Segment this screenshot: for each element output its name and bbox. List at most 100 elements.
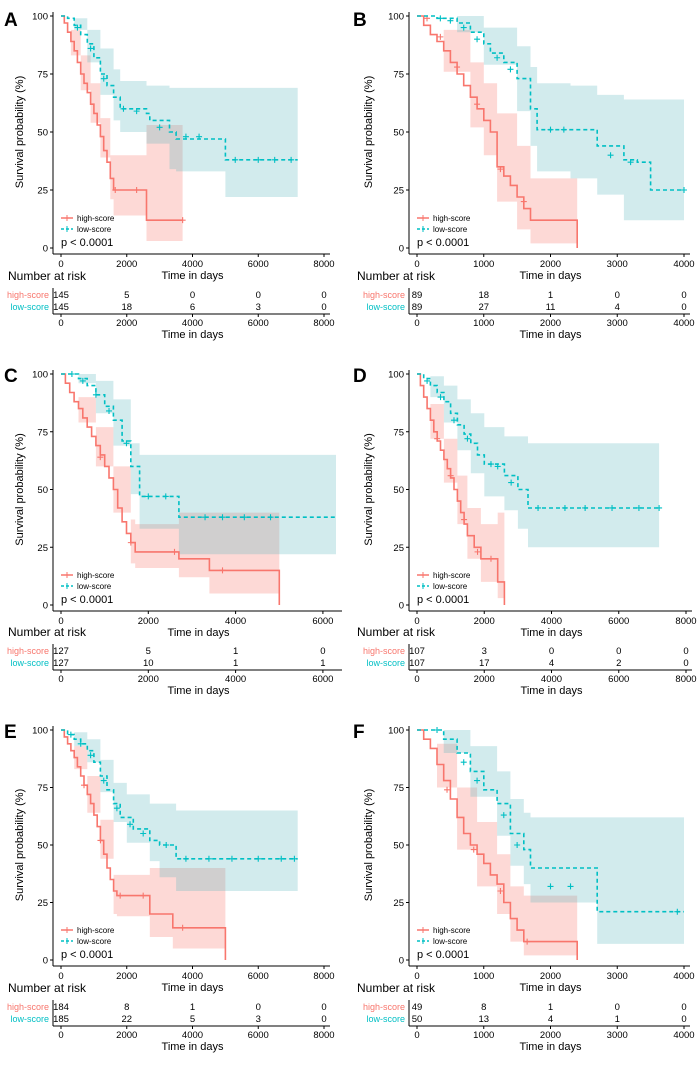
- x-tick-label: 0: [58, 259, 63, 270]
- risk-x-tick-label: 2000: [116, 1030, 137, 1041]
- high-score-censor-mark: [179, 924, 186, 931]
- y-tick-label: 50: [393, 128, 404, 139]
- x-tick-label: 4000: [541, 616, 562, 627]
- y-tick-label: 0: [43, 601, 48, 612]
- high-score-censor-mark: [133, 187, 140, 193]
- y-tick-label: 50: [393, 841, 404, 852]
- high-score-ci-band: [61, 374, 280, 594]
- low-score-censor-mark: [87, 752, 94, 759]
- low-score-risk-count: 6: [190, 302, 195, 313]
- risk-x-tick-label: 6000: [312, 674, 333, 685]
- high-score-risk-count: 0: [256, 1002, 261, 1013]
- low-score-censor-mark: [196, 133, 203, 140]
- risk-x-tick-label: 4000: [182, 318, 203, 329]
- y-tick-label: 25: [393, 543, 404, 554]
- low-score-risk-count: 22: [121, 1014, 132, 1025]
- high-score-risk-count: 5: [146, 646, 151, 657]
- low-score-ci-band: [61, 16, 298, 197]
- y-tick-label: 75: [393, 70, 404, 81]
- y-tick-label: 25: [37, 898, 48, 909]
- high-score-risk-count: 0: [256, 290, 261, 301]
- high-score-ci-band: [417, 16, 578, 244]
- risk-x-axis-label: Time in days: [162, 329, 224, 341]
- high-score-risk-count: 0: [320, 646, 325, 657]
- y-tick-label: 100: [32, 726, 48, 737]
- low-score-censor-mark: [464, 435, 471, 442]
- low-score-risk-count: 1: [615, 1014, 620, 1025]
- low-score-censor-mark: [508, 479, 515, 486]
- x-axis-label: Time in days: [162, 270, 224, 282]
- panel-letter: C: [4, 366, 18, 387]
- high-score-risk-count: 89: [412, 290, 423, 301]
- low-score-legend-label: low-score: [77, 937, 112, 946]
- low-score-censor-mark: [92, 391, 99, 398]
- high-score-risk-count: 127: [53, 646, 69, 657]
- low-score-censor-mark: [255, 156, 262, 163]
- x-tick-label: 3000: [607, 259, 628, 270]
- low-score-legend-label: low-score: [433, 225, 468, 234]
- x-tick-label: 6000: [312, 616, 333, 627]
- y-tick-label: 25: [393, 186, 404, 197]
- low-score-risk-count: 0: [681, 1014, 686, 1025]
- risk-x-tick-label: 1000: [473, 1030, 494, 1041]
- high-score-censor-mark: [97, 454, 104, 461]
- high-score-censor-mark: [171, 548, 178, 555]
- high-score-ci-band: [61, 730, 226, 949]
- x-axis-label: Time in days: [162, 982, 224, 994]
- low-score-curve: [61, 373, 336, 519]
- low-score-censor-mark: [507, 66, 514, 73]
- high-score-curve: [417, 729, 579, 960]
- low-score-risk-count: 3: [256, 1014, 261, 1025]
- low-score-censor-mark: [582, 504, 589, 511]
- low-score-censor-mark: [561, 504, 568, 511]
- x-axis-label: Time in days: [520, 270, 582, 282]
- low-score-censor-mark: [288, 156, 295, 163]
- low-score-censor-mark: [291, 855, 298, 862]
- x-tick-label: 2000: [540, 259, 561, 270]
- x-tick-label: 2000: [138, 616, 159, 627]
- p-value-label: p < 0.0001: [417, 949, 469, 961]
- risk-x-tick-label: 4000: [673, 1030, 694, 1041]
- x-tick-label: 4000: [182, 971, 203, 982]
- risk-x-tick-label: 4000: [225, 674, 246, 685]
- risk-x-tick-label: 4000: [673, 318, 694, 329]
- risk-x-axis-label: Time in days: [168, 685, 230, 697]
- low-score-curve: [417, 373, 660, 509]
- high-score-censor-mark: [447, 472, 454, 479]
- high-score-censor-mark: [461, 516, 468, 523]
- low-score-risk-row-label: low-score: [366, 302, 405, 312]
- low-score-risk-count: 0: [321, 302, 326, 313]
- low-score-ci-band: [61, 730, 298, 891]
- low-score-risk-count: 10: [143, 658, 154, 669]
- high-score-risk-row-label: high-score: [363, 646, 405, 656]
- low-score-risk-count: 11: [546, 302, 556, 313]
- y-axis-label: Survival probability (%): [14, 433, 26, 545]
- low-score-legend-label: low-score: [77, 225, 112, 234]
- high-score-curve: [61, 729, 227, 960]
- high-score-risk-count: 1: [548, 290, 553, 301]
- y-tick-label: 75: [393, 783, 404, 794]
- risk-x-tick-label: 0: [58, 318, 63, 329]
- y-axis-label: Survival probability (%): [14, 76, 26, 188]
- high-score-risk-count: 49: [412, 1002, 423, 1013]
- risk-x-tick-label: 8000: [313, 1030, 334, 1041]
- p-value-label: p < 0.0001: [417, 237, 469, 249]
- panel-letter: B: [353, 10, 367, 31]
- low-score-curve: [417, 15, 684, 191]
- x-tick-label: 0: [58, 971, 63, 982]
- x-tick-label: 6000: [608, 616, 629, 627]
- y-tick-label: 75: [37, 783, 48, 794]
- low-score-risk-count: 89: [412, 302, 423, 313]
- high-score-risk-row-label: high-score: [363, 1002, 405, 1012]
- x-tick-label: 4000: [182, 259, 203, 270]
- p-value-label: p < 0.0001: [61, 594, 113, 606]
- y-tick-label: 0: [43, 956, 48, 967]
- high-score-risk-count: 107: [409, 646, 425, 657]
- panel-letter: A: [4, 10, 18, 31]
- x-axis-label: Time in days: [520, 982, 582, 994]
- high-score-legend-label: high-score: [77, 926, 115, 935]
- low-score-censor-mark: [547, 126, 554, 133]
- low-score-censor-mark: [133, 108, 140, 115]
- low-score-censor-mark: [87, 45, 94, 52]
